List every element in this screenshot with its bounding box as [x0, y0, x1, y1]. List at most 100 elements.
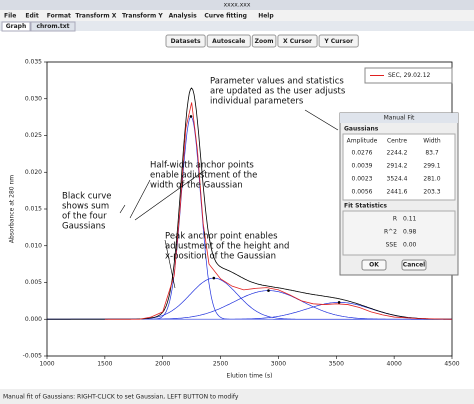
stat-value: 0.98: [403, 229, 417, 236]
y-tick-label: 0.025: [25, 132, 42, 139]
annotation: width of the Gaussian: [150, 181, 243, 191]
menu-item[interactable]: Analysis: [169, 13, 198, 20]
tab-label[interactable]: Graph: [6, 23, 27, 30]
param-value[interactable]: 203.3: [423, 189, 440, 196]
x-tick-label: 3500: [329, 361, 344, 368]
annotation: x-position of the Gaussian: [165, 252, 276, 262]
menu-item[interactable]: Help: [258, 13, 274, 20]
menu-item[interactable]: Transform X: [75, 13, 116, 20]
section-title: Fit Statistics: [344, 203, 387, 210]
tab[interactable]: [30, 21, 76, 32]
y-axis-label: Absorbance at 280 nm: [9, 175, 16, 243]
menu-item[interactable]: Transform Y: [122, 13, 163, 20]
tab-label[interactable]: chrom.txt: [36, 23, 69, 30]
toolbar-button[interactable]: [277, 34, 318, 48]
param-value[interactable]: 83.7: [425, 150, 439, 157]
toolbar-label[interactable]: Zoom: [255, 38, 274, 45]
legend-box: [364, 67, 453, 84]
y-tick-label: 0.005: [25, 279, 42, 286]
column-header: Width: [423, 138, 441, 145]
menu-item[interactable]: File: [4, 13, 16, 20]
x-axis-label: Elution time (s): [227, 373, 273, 380]
y-tick-label: 0.020: [25, 169, 42, 176]
x-tick-label: 1000: [39, 361, 54, 368]
title-bar: [0, 0, 474, 10]
menu-bar: [0, 10, 474, 21]
stat-name: R: [393, 216, 397, 223]
stat-value: 0.11: [403, 216, 417, 223]
stats-panel: [342, 210, 456, 256]
toolbar-button[interactable]: [318, 34, 359, 48]
stat-name: R^2: [384, 229, 397, 236]
annotation: of the four: [62, 212, 107, 222]
annotation-arrow: [134, 169, 206, 221]
stat-name: SSE: [386, 242, 398, 249]
tab[interactable]: [1, 21, 31, 32]
window-title: xxxx.xxx: [224, 2, 251, 9]
param-value[interactable]: 0.0039: [352, 163, 373, 170]
annotation-arrow: [304, 109, 339, 131]
x-tick-label: 2500: [213, 361, 228, 368]
param-value[interactable]: 2441.6: [387, 189, 408, 196]
annotation: Gaussians: [62, 222, 106, 232]
y-tick-label: 0.035: [25, 59, 42, 66]
legend-label: SEC, 29.02.12: [388, 72, 431, 79]
param-value[interactable]: 2914.2: [387, 163, 408, 170]
annotation: Parameter values and statistics: [210, 77, 344, 87]
param-value[interactable]: 0.0276: [352, 150, 373, 157]
x-tick-label: 4500: [444, 361, 459, 368]
peak-anchor: [337, 301, 341, 304]
stat-value: 0.00: [403, 242, 417, 249]
x-tick-label: 2000: [155, 361, 170, 368]
x-tick-label: 3000: [271, 361, 286, 368]
peak-anchor: [267, 289, 270, 292]
param-value[interactable]: 0.0023: [352, 176, 373, 183]
tab-bar: [0, 21, 474, 31]
toolbar-button[interactable]: [165, 34, 206, 48]
toolbar-label[interactable]: Y Cursor: [323, 38, 353, 45]
params-panel: [342, 133, 456, 201]
x-tick-label: 4000: [387, 361, 402, 368]
annotation-arrow: [164, 239, 176, 289]
menu-item[interactable]: Format: [47, 13, 71, 20]
y-tick-label: 0.015: [25, 206, 42, 213]
peak-anchor: [212, 276, 216, 280]
y-tick-label: 0.000: [25, 316, 42, 323]
toolbar-label[interactable]: Autoscale: [212, 38, 245, 45]
annotation: individual parameters: [210, 97, 304, 107]
param-value[interactable]: 281.0: [423, 176, 440, 183]
annotation: shows sum: [62, 202, 109, 212]
dialog-titlebar: [340, 113, 458, 123]
y-tick-label: 0.030: [25, 95, 42, 102]
toolbar-button[interactable]: [251, 34, 277, 48]
menu-item[interactable]: Curve fitting: [204, 13, 247, 20]
y-tick-label: 0.010: [25, 242, 42, 249]
dialog-button-label[interactable]: Cancel: [403, 262, 425, 269]
annotation: adjustment of the height and: [165, 242, 289, 252]
annotation: Half-width anchor points: [150, 161, 254, 171]
dialog-button-label[interactable]: OK: [369, 262, 379, 269]
param-value[interactable]: 2244.2: [387, 150, 408, 157]
annotation-arrow: [129, 179, 151, 219]
toolbar-label[interactable]: Datasets: [171, 38, 201, 45]
annotation: Peak anchor point enables: [165, 232, 278, 242]
peak-anchor: [189, 115, 193, 118]
dialog-button[interactable]: [401, 259, 427, 271]
dialog-title: Manual Fit: [384, 115, 415, 122]
menu-item[interactable]: Edit: [25, 13, 38, 20]
status-text: Manual fit of Gaussians: RIGHT-CLICK to …: [3, 394, 239, 401]
dialog-button[interactable]: [361, 259, 387, 271]
status-bar: [0, 389, 474, 404]
annotation: enable adjustment of the: [150, 171, 257, 181]
y-tick-label: -0.005: [23, 353, 43, 360]
param-value[interactable]: 3524.4: [387, 176, 408, 183]
section-title: Gaussians: [344, 126, 379, 133]
column-header: Centre: [387, 138, 407, 145]
toolbar-label[interactable]: X Cursor: [283, 38, 312, 45]
param-value[interactable]: 0.0056: [352, 189, 373, 196]
param-value[interactable]: 299.1: [423, 163, 440, 170]
annotation-arrow: [119, 204, 126, 214]
annotation: Black curve: [62, 192, 112, 202]
toolbar-button[interactable]: [206, 34, 251, 48]
